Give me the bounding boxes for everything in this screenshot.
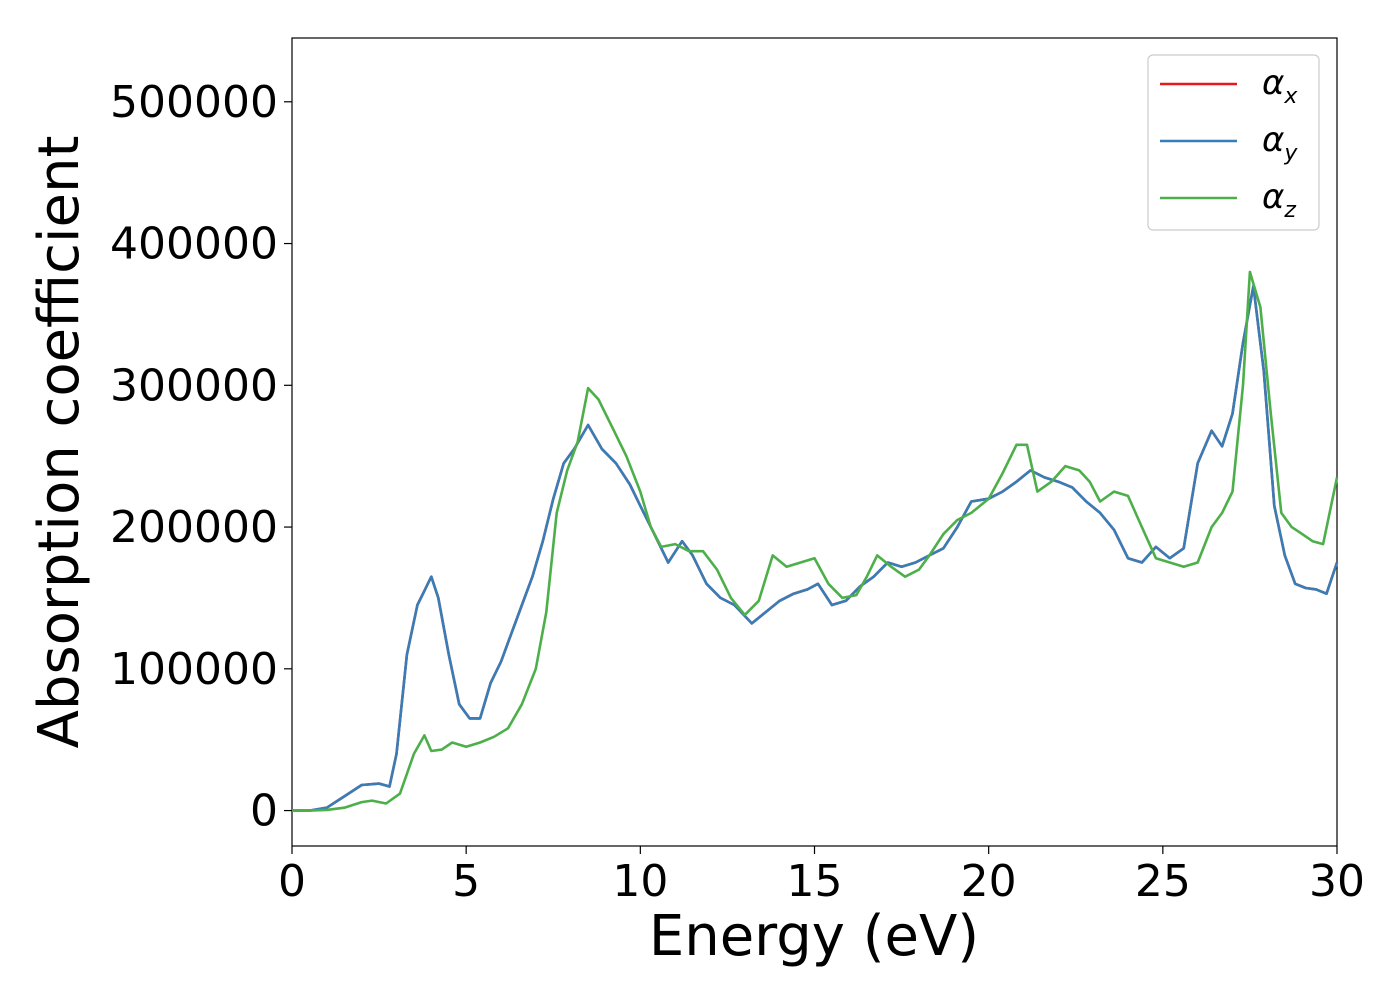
- x-tick-label: 25: [1135, 856, 1191, 907]
- y-tick-label: 500000: [110, 77, 278, 128]
- y-tick-label: 400000: [110, 219, 278, 270]
- series-line-y: [292, 284, 1339, 812]
- legend: αx αy αz: [1147, 54, 1320, 231]
- x-axis-ticks: 0 5 10 15 20 25 30: [278, 846, 1365, 907]
- y-tick-label: 0: [250, 786, 278, 837]
- y-axis-title: Absorption coefficient: [27, 136, 92, 749]
- y-tick-label: 100000: [110, 644, 278, 695]
- x-axis-title: Energy (eV): [649, 904, 979, 969]
- y-axis-ticks: 0 100000 200000 300000 400000 500000: [110, 77, 292, 837]
- y-tick-label: 300000: [110, 360, 278, 411]
- x-tick-label: 10: [612, 856, 668, 907]
- x-tick-label: 5: [452, 856, 480, 907]
- series-line-z: [292, 270, 1339, 812]
- x-tick-label: 30: [1309, 856, 1365, 907]
- legend-box: [1147, 54, 1320, 231]
- y-tick-label: 200000: [110, 502, 278, 553]
- series-lines: [292, 270, 1339, 812]
- legend-label-x: αx: [1262, 63, 1298, 109]
- x-tick-label: 15: [787, 856, 843, 907]
- x-tick-label: 20: [961, 856, 1017, 907]
- legend-label-y: αy: [1262, 120, 1298, 166]
- legend-label-z: αz: [1262, 177, 1296, 223]
- x-tick-label: 0: [278, 856, 306, 907]
- series-line-x: [292, 284, 1339, 812]
